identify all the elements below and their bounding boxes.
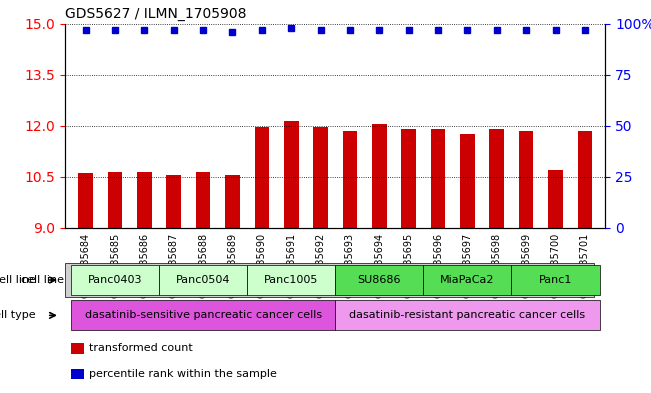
Text: MiaPaCa2: MiaPaCa2 [440,275,495,285]
Text: Panc1: Panc1 [539,275,572,285]
Text: percentile rank within the sample: percentile rank within the sample [89,369,277,379]
Bar [196,172,210,228]
Bar [71,300,335,331]
Bar [490,129,504,228]
Bar [372,124,387,228]
Bar [460,134,475,228]
Bar [167,175,181,228]
Bar [159,265,247,295]
Bar [577,131,592,228]
Text: Panc0504: Panc0504 [176,275,230,285]
Bar [70,343,84,354]
Bar [335,300,600,331]
Bar [247,265,335,295]
Bar [255,127,270,228]
Text: cell line: cell line [21,275,64,285]
Text: Panc1005: Panc1005 [264,275,318,285]
Text: GDS5627 / ILMN_1705908: GDS5627 / ILMN_1705908 [65,7,247,21]
Bar [313,127,328,228]
Bar [78,173,93,228]
Text: cell line: cell line [0,275,36,285]
Bar [342,131,357,228]
Text: dasatinib-resistant pancreatic cancer cells: dasatinib-resistant pancreatic cancer ce… [350,310,585,320]
Bar [70,369,84,380]
Bar [335,265,423,295]
Text: transformed count: transformed count [89,343,193,353]
Bar [401,129,416,228]
Text: dasatinib-sensitive pancreatic cancer cells: dasatinib-sensitive pancreatic cancer ce… [85,310,322,320]
Bar [137,172,152,228]
Bar [431,129,445,228]
Text: SU8686: SU8686 [357,275,401,285]
Bar [548,170,563,228]
Text: Panc0403: Panc0403 [88,275,143,285]
Bar [519,131,533,228]
Bar [71,265,159,295]
Bar [284,121,299,228]
Bar [225,175,240,228]
Bar [512,265,600,295]
Bar [423,265,512,295]
Text: cell type: cell type [0,310,36,320]
Bar [107,172,122,228]
